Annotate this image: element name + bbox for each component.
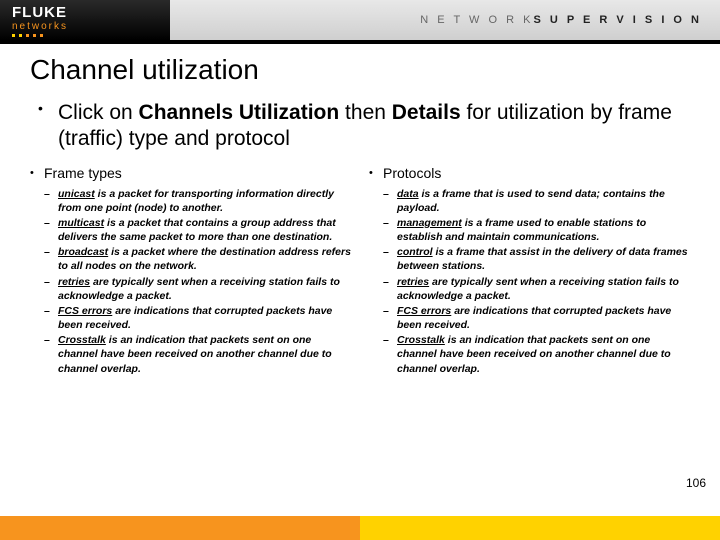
tagline-light: N E T W O R K	[420, 14, 533, 26]
header-left: FLUKE networks	[0, 0, 170, 40]
list-item-term: Crosstalk	[397, 334, 445, 346]
list-item-desc: is a frame that is used to send data; co…	[397, 188, 665, 214]
lead-mid: then	[339, 101, 392, 124]
lead-b1: Channels Utilization	[139, 101, 340, 124]
right-heading-wrap: Protocols	[369, 165, 690, 181]
list-item-desc: is a frame that assist in the delivery o…	[397, 246, 688, 272]
list-item-term: retries	[58, 276, 90, 288]
content: Channel utilization Click on Channels Ut…	[0, 44, 720, 516]
list-item-term: unicast	[58, 188, 95, 200]
list-item: retries are typically sent when a receiv…	[397, 275, 690, 303]
list-item: multicast is a packet that contains a gr…	[58, 216, 351, 244]
list-item: management is a frame used to enable sta…	[397, 216, 690, 244]
right-heading: Protocols	[383, 165, 690, 181]
list-item-term: FCS errors	[58, 305, 112, 317]
list-item-term: management	[397, 217, 462, 229]
list-item-term: multicast	[58, 217, 104, 229]
list-item: unicast is a packet for transporting inf…	[58, 187, 351, 215]
header: FLUKE networks N E T W O R K S U P E R V…	[0, 0, 720, 40]
list-item-desc: is a packet for transporting information…	[58, 188, 334, 214]
left-column: Frame types unicast is a packet for tran…	[30, 165, 351, 377]
logo-sub-text: networks	[12, 21, 68, 32]
page-title: Channel utilization	[30, 54, 690, 86]
header-right: N E T W O R K S U P E R V I S I O N	[170, 0, 720, 40]
lead-bullet: Click on Channels Utilization then Detai…	[30, 100, 690, 153]
list-item-term: FCS errors	[397, 305, 451, 317]
footer-bar-right	[360, 516, 720, 540]
lead-pre: Click on	[58, 101, 139, 124]
list-item: broadcast is a packet where the destinat…	[58, 245, 351, 273]
list-item: data is a frame that is used to send dat…	[397, 187, 690, 215]
logo-main-text: FLUKE	[12, 4, 68, 21]
logo-dots-icon	[12, 34, 68, 37]
footer-bar-left	[0, 516, 360, 540]
list-item-term: Crosstalk	[58, 334, 106, 346]
list-item: FCS errors are indications that corrupte…	[397, 304, 690, 332]
tagline-bold: S U P E R V I S I O N	[533, 14, 702, 26]
list-item: Crosstalk is an indication that packets …	[397, 333, 690, 376]
left-heading: Frame types	[44, 165, 351, 181]
slide: FLUKE networks N E T W O R K S U P E R V…	[0, 0, 720, 540]
list-item-desc: are typically sent when a receiving stat…	[397, 276, 679, 302]
list-item-term: control	[397, 246, 433, 258]
brand-logo: FLUKE networks	[12, 4, 68, 37]
list-item-desc: are typically sent when a receiving stat…	[58, 276, 340, 302]
left-heading-wrap: Frame types	[30, 165, 351, 181]
right-column: Protocols data is a frame that is used t…	[369, 165, 690, 377]
list-item-term: retries	[397, 276, 429, 288]
left-item-list: unicast is a packet for transporting inf…	[30, 187, 351, 376]
list-item-term: data	[397, 188, 419, 200]
list-item: control is a frame that assist in the de…	[397, 245, 690, 273]
lead-text: Click on Channels Utilization then Detai…	[58, 100, 690, 153]
list-item-term: broadcast	[58, 246, 108, 258]
lead-b2: Details	[392, 101, 461, 124]
right-item-list: data is a frame that is used to send dat…	[369, 187, 690, 376]
footer	[0, 516, 720, 540]
list-item: FCS errors are indications that corrupte…	[58, 304, 351, 332]
page-number: 106	[686, 476, 706, 490]
columns: Frame types unicast is a packet for tran…	[30, 165, 690, 377]
list-item: Crosstalk is an indication that packets …	[58, 333, 351, 376]
list-item: retries are typically sent when a receiv…	[58, 275, 351, 303]
